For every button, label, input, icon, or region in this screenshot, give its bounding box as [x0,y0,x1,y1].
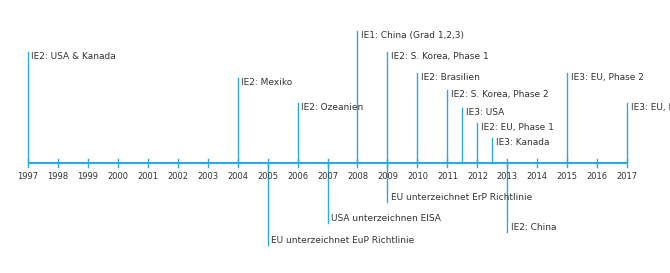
Text: 2001: 2001 [137,172,158,181]
Text: 2000: 2000 [107,172,128,181]
Text: 2007: 2007 [317,172,338,181]
Text: 1999: 1999 [77,172,98,181]
Text: 2011: 2011 [437,172,458,181]
Text: 2010: 2010 [407,172,428,181]
Text: EU unterzeichnet EuP Richtlinie: EU unterzeichnet EuP Richtlinie [271,236,414,245]
Text: 2013: 2013 [497,172,518,181]
Text: IE1: China (Grad 1,2,3): IE1: China (Grad 1,2,3) [361,31,464,40]
Text: 2004: 2004 [227,172,248,181]
Text: IE2: USA & Kanada: IE2: USA & Kanada [31,52,116,61]
Text: 2006: 2006 [287,172,308,181]
Text: IE3: USA: IE3: USA [466,108,505,117]
Text: IE3: Kanada: IE3: Kanada [496,138,549,147]
Text: 2005: 2005 [257,172,278,181]
Text: 2014: 2014 [527,172,548,181]
Text: IE2: Mexiko: IE2: Mexiko [241,78,292,87]
Text: 2002: 2002 [167,172,188,181]
Text: IE2: China: IE2: China [511,223,557,232]
Text: 2015: 2015 [557,172,578,181]
Text: IE2: EU, Phase 1: IE2: EU, Phase 1 [481,123,554,132]
Text: IE2: S. Korea, Phase 1: IE2: S. Korea, Phase 1 [391,52,489,61]
Text: 1997: 1997 [17,172,38,181]
Text: IE2: Brasilien: IE2: Brasilien [421,73,480,82]
Text: 2003: 2003 [197,172,218,181]
Text: IE3: EU, Phase 3: IE3: EU, Phase 3 [631,103,670,112]
Text: EU unterzeichnet ErP Richtlinie: EU unterzeichnet ErP Richtlinie [391,193,533,202]
Text: USA unterzeichnen EISA: USA unterzeichnen EISA [331,214,441,223]
Text: 2009: 2009 [377,172,398,181]
Text: IE2: S. Korea, Phase 2: IE2: S. Korea, Phase 2 [451,90,549,99]
Text: 2008: 2008 [347,172,368,181]
Text: IE2: Ozeanien: IE2: Ozeanien [301,103,363,112]
Text: 2016: 2016 [587,172,608,181]
Text: IE3: EU, Phase 2: IE3: EU, Phase 2 [571,73,644,82]
Text: 1998: 1998 [47,172,68,181]
Text: 2012: 2012 [467,172,488,181]
Text: 2017: 2017 [617,172,638,181]
